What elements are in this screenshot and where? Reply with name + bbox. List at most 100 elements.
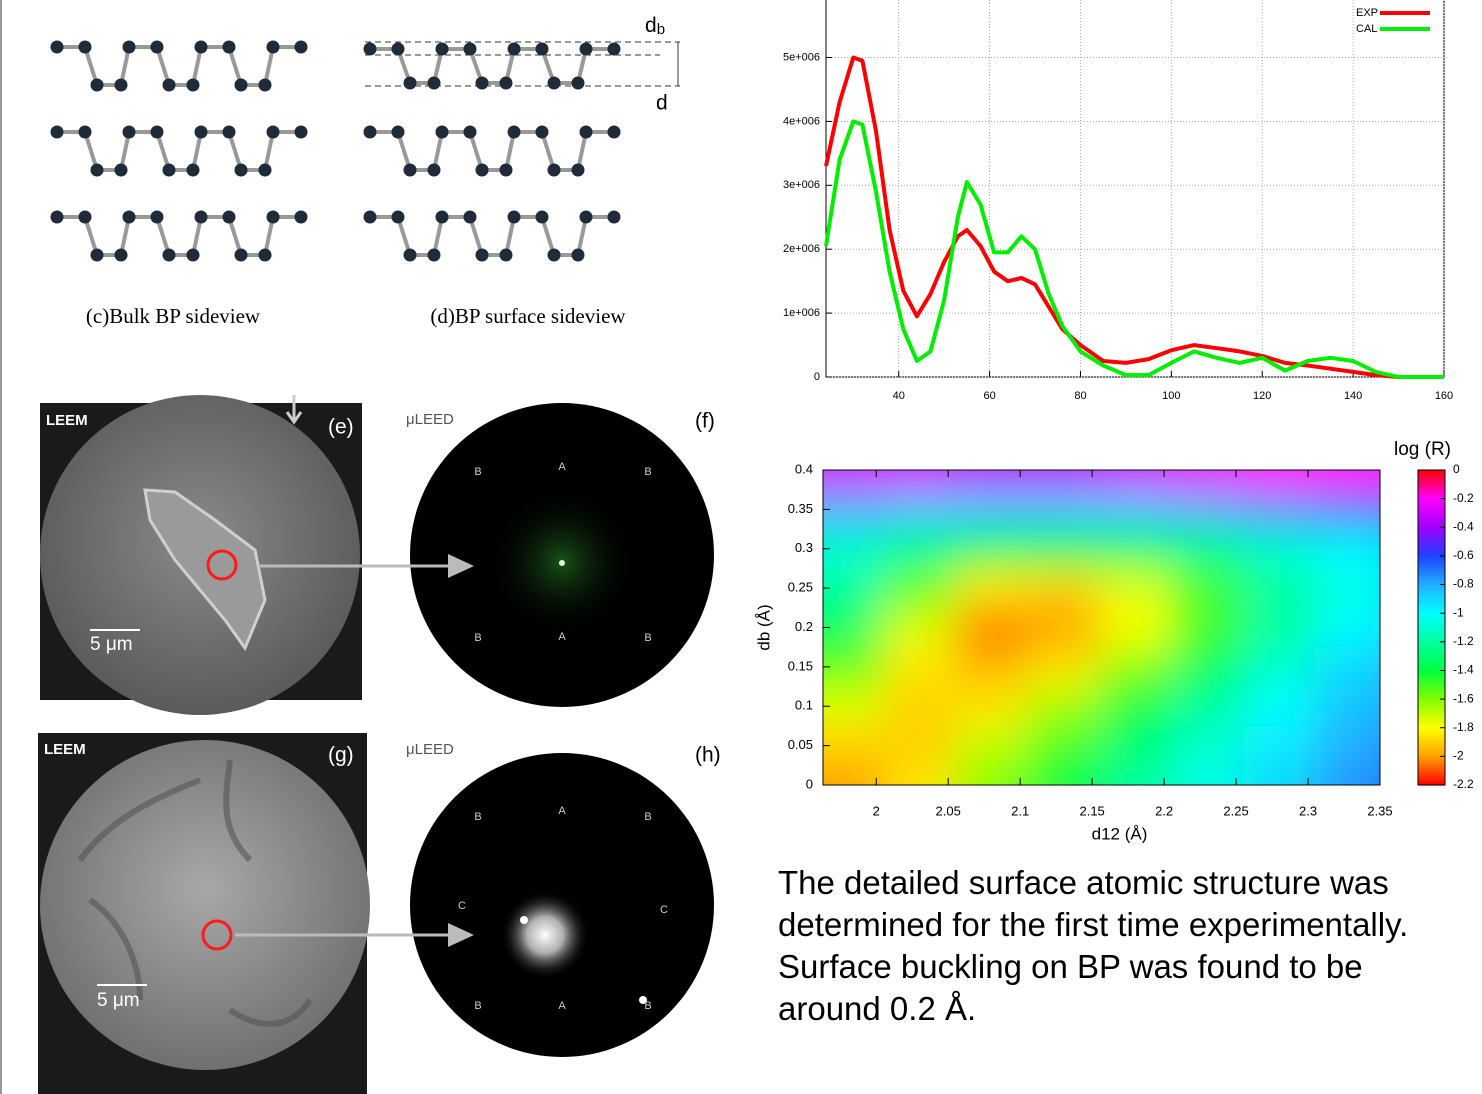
leed-spots: B A B B A B [474,461,651,644]
y-tick-label: 3e+006 [783,179,820,191]
colorbar-frame [1417,469,1446,786]
atom [162,248,176,262]
heatmap-cell [1315,647,1380,688]
x-tick-label: 2.15 [1079,803,1104,818]
flake-edges [77,759,313,1027]
caption-line: around 0.2 Å. [778,990,977,1027]
colorbar-swatch [1418,521,1445,526]
atom [50,40,64,54]
colorbar-swatch [1418,661,1445,666]
heatmap-cell [1099,647,1173,688]
scale-label: 5 μm [97,990,140,1011]
y-tick-label: 4e+006 [783,115,820,127]
colorbar-swatch [1418,584,1445,589]
colorbar-swatch [1418,616,1445,620]
heatmap-cell [1171,470,1245,491]
colorbar-swatch [1418,739,1445,743]
colorbar-swatch [1418,564,1445,568]
panel-label: (h) [695,744,721,767]
bond [227,131,243,171]
colorbar-tick-label: -0.2 [1453,491,1474,505]
colorbar-swatch [1418,561,1445,566]
heatmap-cell [1099,725,1173,767]
colorbar-swatch [1418,627,1445,631]
atom [90,248,104,262]
scale-label: 5 μm [90,634,133,655]
colorbar-swatch [1418,644,1445,649]
series-line [824,119,1444,379]
colorbar-swatch [1418,696,1445,700]
atom [234,163,248,177]
panel-label: (f) [695,410,715,433]
atom [475,248,489,262]
y-tick-label: 0.35 [788,501,813,516]
bond [227,216,243,256]
colorbar-swatch [1418,470,1445,474]
colorbar-swatch [1418,598,1445,603]
heatmap-cell [1171,489,1245,531]
x-tick-label: 60 [983,390,995,402]
atom [363,125,377,139]
colorbar-swatch [1418,553,1445,557]
heatmap-cell [1315,765,1380,785]
bond [468,216,484,256]
bond [83,46,99,86]
atom [222,210,236,224]
heatmap-cell [1027,647,1101,688]
x-tick-label: 2.25 [1223,803,1248,818]
bond [468,131,484,171]
surface-caption: (d)BP surface sideview [430,304,626,328]
spot-label: B [644,632,651,644]
colorbar-swatch [1418,527,1445,531]
colorbar-swatch [1418,558,1445,563]
heatmap-cell [883,765,957,785]
caption: The detailed surface atomic structure wa… [778,862,1482,1030]
atom [507,210,521,224]
y-tick-label: 0 [806,776,813,791]
atom [162,163,176,177]
x-tick-label: 40 [893,390,905,402]
colorbar-swatch [1418,504,1445,508]
colorbar-swatch [1418,710,1445,715]
heatmap-cell [955,765,1029,785]
colorbar-swatch [1418,475,1445,480]
atom [122,40,136,54]
colorbar-swatch [1418,618,1445,623]
heatmap-cell [1171,765,1245,785]
atom [403,248,417,262]
colorbar-swatch [1418,699,1445,703]
heatmap-cell [1315,529,1380,570]
colorbar-swatch [1418,690,1445,694]
plot-frame [825,0,1445,378]
atom [258,163,272,177]
colorbar-swatch [1418,724,1445,729]
bond [83,216,99,256]
colorbar-swatch [1418,638,1445,643]
atom [463,125,477,139]
y-tick-label: 0 [814,371,820,383]
atom [122,125,136,139]
x-tick-label: 2.35 [1367,803,1392,818]
legend-label: CAL [1356,23,1377,35]
heatmap-cell [883,686,957,727]
atom [150,210,164,224]
atom [535,210,549,224]
bulk-caption: (c)Bulk BP sideview [86,304,261,328]
colorbar-swatch [1418,636,1445,640]
heatmap-cell [883,568,957,609]
heatmap-cell [1243,647,1317,688]
colorbar-swatch [1418,782,1445,786]
atom [435,42,449,56]
atom [403,76,417,90]
atom [427,248,441,262]
x-tick-label: 2.1 [1011,803,1029,818]
colorbar-swatch [1418,507,1445,511]
atom [427,76,441,90]
x-tick-label: 2.2 [1155,803,1173,818]
x-tick-label: 2.05 [936,803,961,818]
atom [222,125,236,139]
colorbar-swatch [1418,647,1445,652]
y-tick-label: 0.25 [788,580,813,595]
atom [499,163,513,177]
